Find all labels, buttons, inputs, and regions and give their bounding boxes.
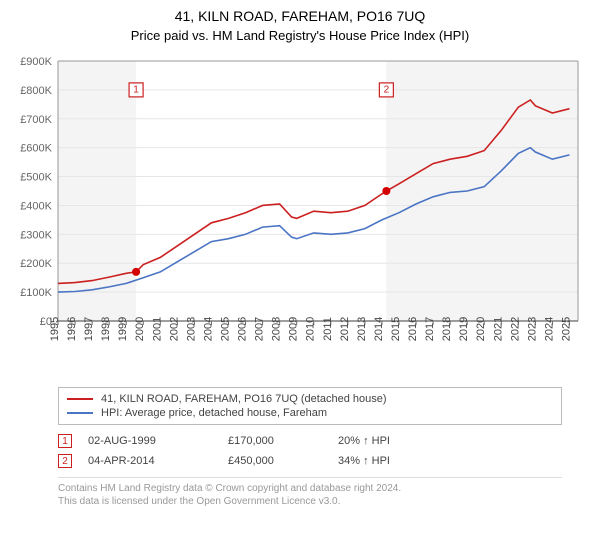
legend-swatch [67, 412, 93, 414]
sales-table: 1 02-AUG-1999£170,00020% ↑ HPI 2 04-APR-201… [58, 431, 562, 471]
svg-text:1995: 1995 [49, 317, 61, 341]
svg-text:2017: 2017 [424, 317, 436, 341]
svg-text:2013: 2013 [356, 317, 368, 341]
svg-text:2003: 2003 [185, 317, 197, 341]
legend-label: 41, KILN ROAD, FAREHAM, PO16 7UQ (detach… [101, 393, 387, 405]
svg-text:1997: 1997 [83, 317, 95, 341]
svg-text:1996: 1996 [66, 317, 78, 341]
legend: 41, KILN ROAD, FAREHAM, PO16 7UQ (detach… [58, 387, 562, 425]
svg-text:2000: 2000 [134, 317, 146, 341]
svg-text:2002: 2002 [168, 317, 180, 341]
sale-price: £170,000 [228, 435, 338, 447]
svg-text:£800K: £800K [20, 85, 52, 97]
svg-text:2020: 2020 [475, 317, 487, 341]
svg-text:1998: 1998 [100, 317, 112, 341]
svg-text:2010: 2010 [305, 317, 317, 341]
svg-text:£500K: £500K [20, 172, 52, 184]
svg-text:2004: 2004 [202, 317, 214, 341]
sale-row: 1 02-AUG-1999£170,00020% ↑ HPI [58, 431, 562, 451]
legend-label: HPI: Average price, detached house, Fare… [101, 407, 327, 419]
svg-text:1999: 1999 [117, 317, 129, 341]
svg-text:2018: 2018 [441, 317, 453, 341]
legend-item: 41, KILN ROAD, FAREHAM, PO16 7UQ (detach… [67, 392, 553, 406]
sale-marker: 1 [58, 434, 72, 448]
sale-row: 2 04-APR-2014£450,00034% ↑ HPI [58, 451, 562, 471]
svg-text:2009: 2009 [288, 317, 300, 341]
svg-text:2001: 2001 [151, 317, 163, 341]
sale-marker: 2 [58, 454, 72, 468]
svg-text:2007: 2007 [254, 317, 266, 341]
sale-price: £450,000 [228, 455, 338, 467]
footer-line2: This data is licensed under the Open Gov… [58, 495, 562, 508]
svg-text:2025: 2025 [560, 317, 572, 341]
sale-vs-hpi: 34% ↑ HPI [338, 455, 458, 467]
svg-text:£100K: £100K [20, 287, 52, 299]
svg-text:2016: 2016 [407, 317, 419, 341]
svg-text:2: 2 [384, 84, 390, 95]
svg-text:2021: 2021 [492, 317, 504, 341]
svg-text:2024: 2024 [543, 317, 555, 341]
page-title: 41, KILN ROAD, FAREHAM, PO16 7UQ [8, 8, 592, 24]
svg-text:2022: 2022 [509, 317, 521, 341]
svg-text:2005: 2005 [219, 317, 231, 341]
svg-text:2012: 2012 [339, 317, 351, 341]
svg-text:2008: 2008 [271, 317, 283, 341]
chart-svg: £0£100K£200K£300K£400K£500K£600K£700K£80… [8, 51, 592, 381]
svg-text:£200K: £200K [20, 258, 52, 270]
svg-text:£600K: £600K [20, 143, 52, 155]
footer-attribution: Contains HM Land Registry data © Crown c… [58, 477, 562, 508]
sale-date: 02-AUG-1999 [88, 435, 228, 447]
sale-vs-hpi: 20% ↑ HPI [338, 435, 458, 447]
svg-text:1: 1 [133, 84, 139, 95]
svg-text:£700K: £700K [20, 114, 52, 126]
price-chart: £0£100K£200K£300K£400K£500K£600K£700K£80… [8, 51, 592, 381]
svg-text:2019: 2019 [458, 317, 470, 341]
svg-text:£300K: £300K [20, 229, 52, 241]
legend-swatch [67, 398, 93, 400]
svg-text:2014: 2014 [373, 317, 385, 341]
sale-date: 04-APR-2014 [88, 455, 228, 467]
legend-item: HPI: Average price, detached house, Fare… [67, 406, 553, 420]
footer-line1: Contains HM Land Registry data © Crown c… [58, 482, 562, 495]
svg-text:2006: 2006 [237, 317, 249, 341]
svg-text:£900K: £900K [20, 56, 52, 68]
svg-text:2011: 2011 [322, 317, 334, 341]
svg-text:2015: 2015 [390, 317, 402, 341]
page-subtitle: Price paid vs. HM Land Registry's House … [8, 28, 592, 43]
svg-text:2023: 2023 [526, 317, 538, 341]
svg-text:£400K: £400K [20, 200, 52, 212]
